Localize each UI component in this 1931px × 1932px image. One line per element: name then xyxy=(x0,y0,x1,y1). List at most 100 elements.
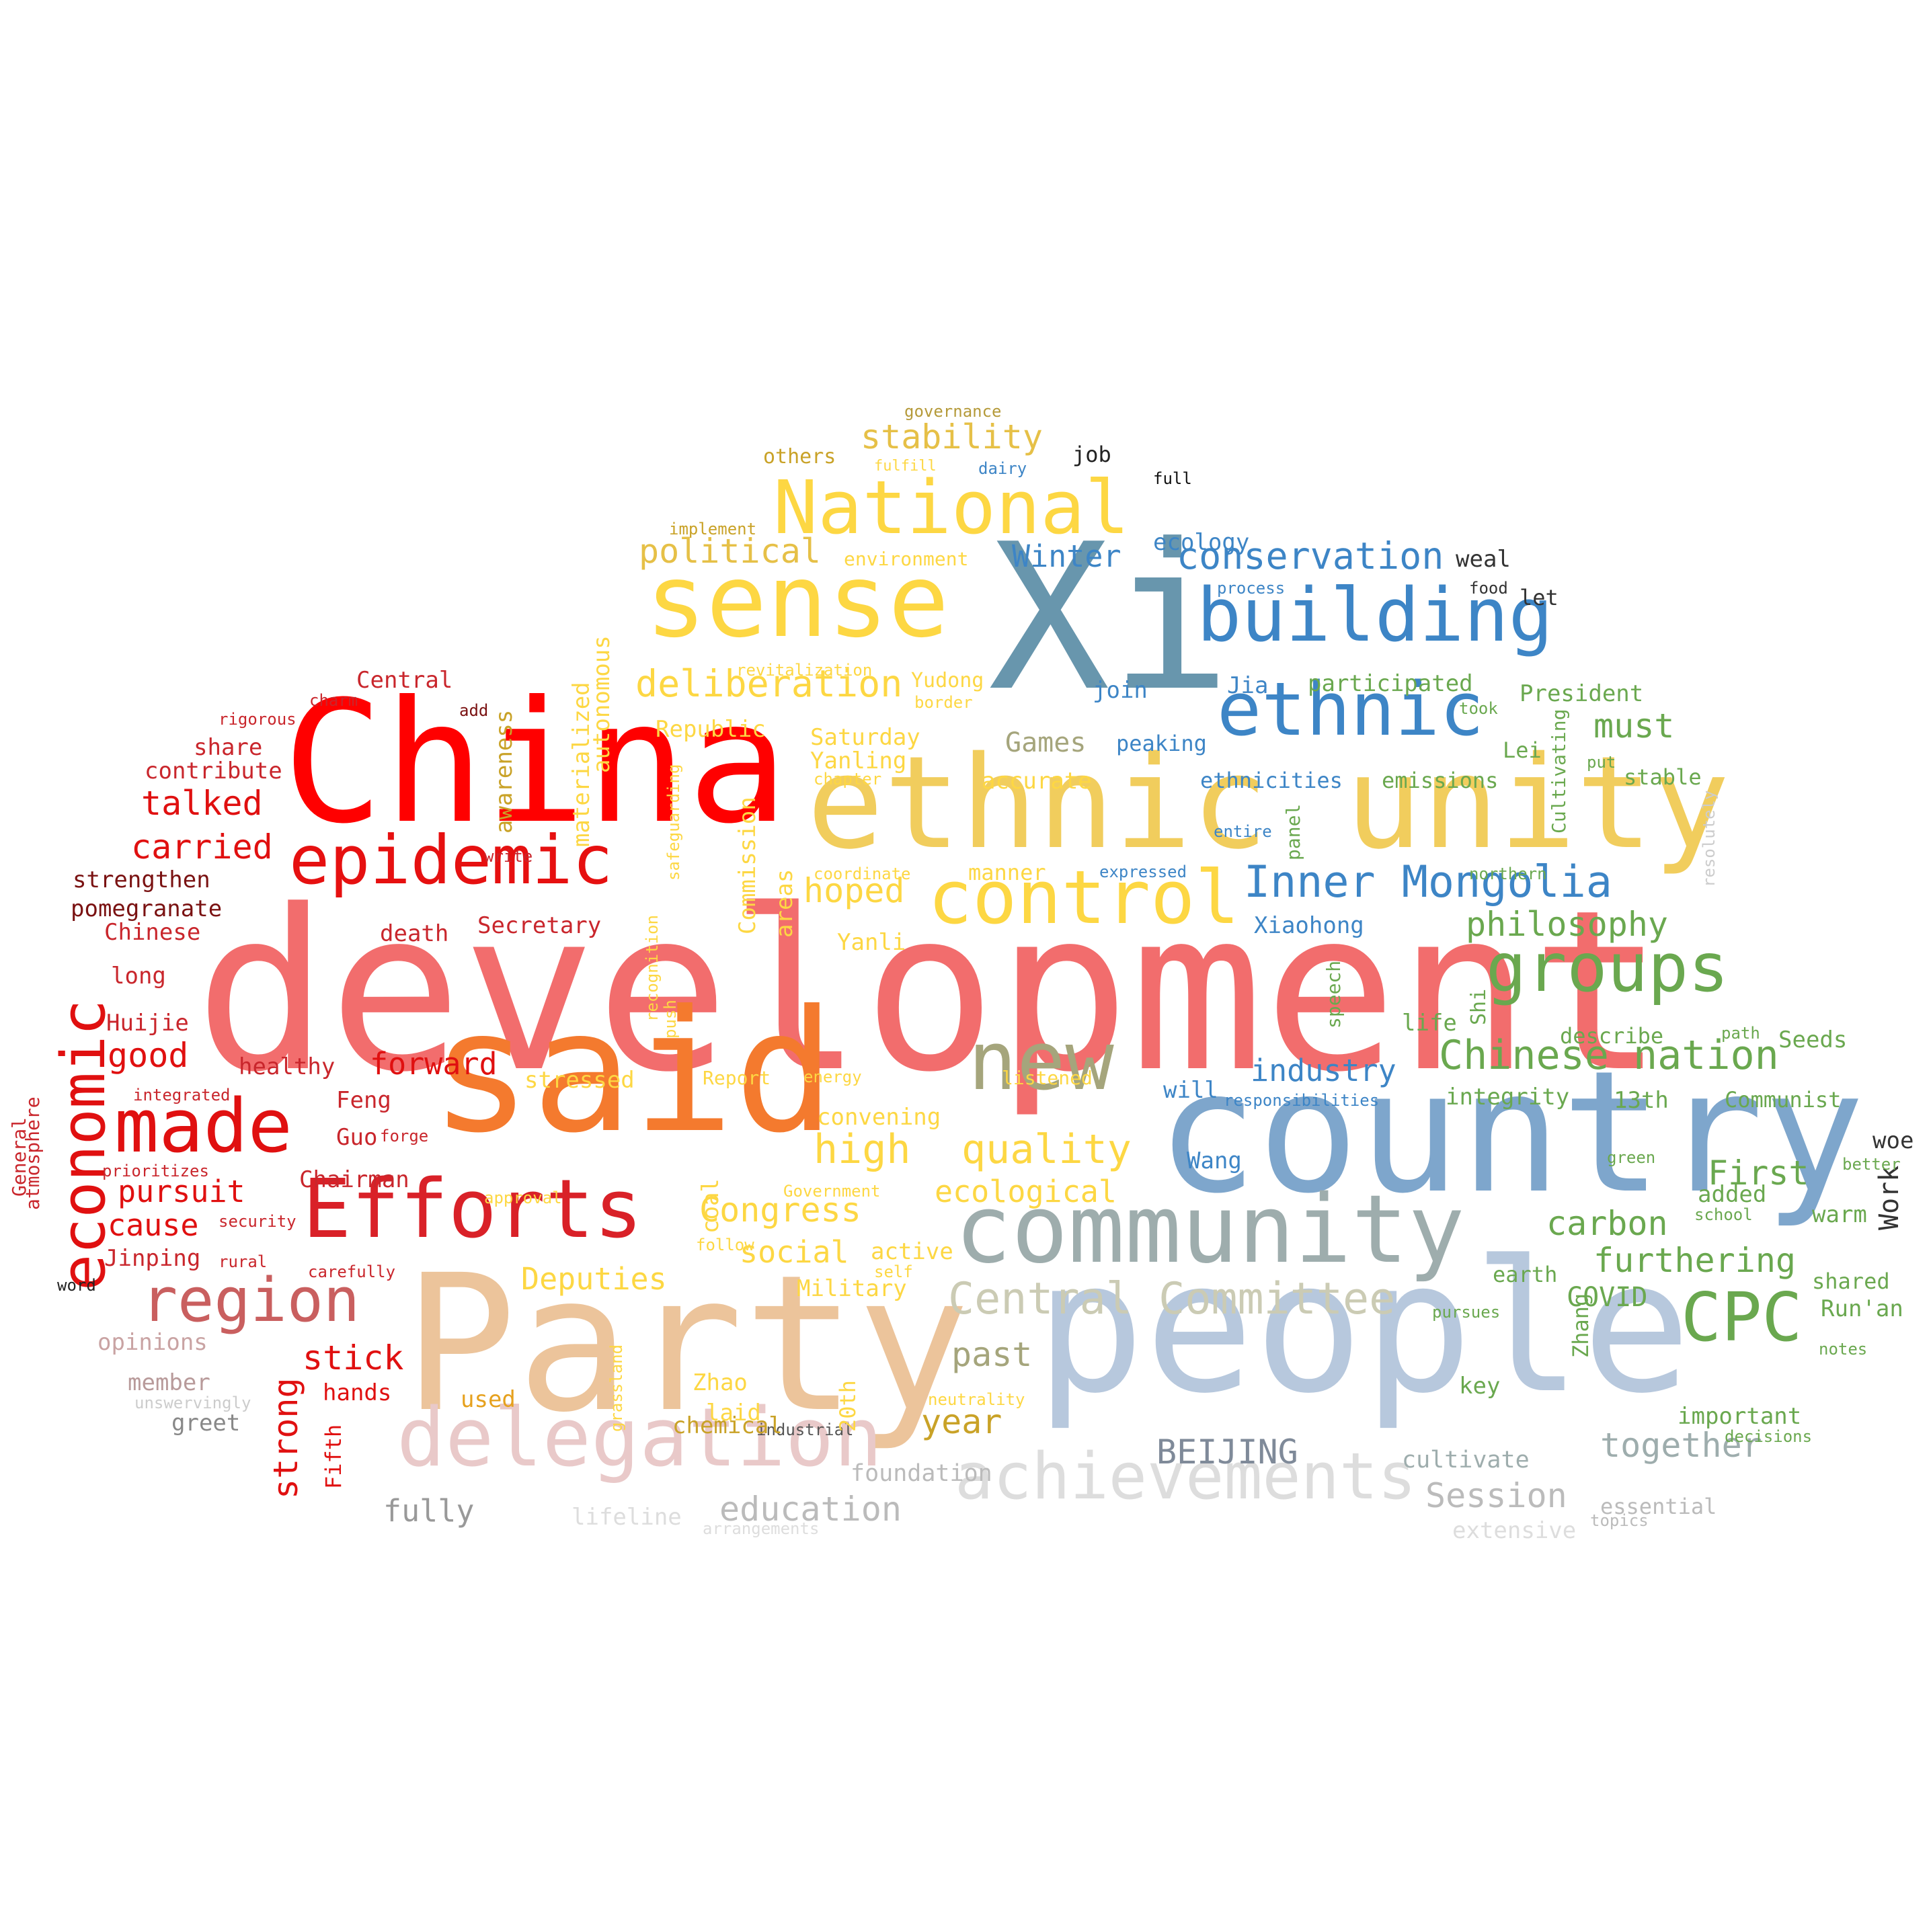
cloud-word: must xyxy=(1593,707,1675,746)
cloud-word: recognition xyxy=(643,915,662,1022)
cloud-word: conservation xyxy=(1177,534,1444,577)
cloud-word: education xyxy=(719,1490,902,1529)
cloud-word: stable xyxy=(1624,764,1702,790)
cloud-word: building xyxy=(1197,572,1553,658)
cloud-word: security xyxy=(219,1212,297,1231)
cloud-word: Central Committee xyxy=(948,1274,1396,1324)
cloud-word: Military xyxy=(797,1275,907,1302)
cloud-word: Yudong xyxy=(911,669,984,692)
cloud-word: Run'an xyxy=(1821,1295,1903,1322)
cloud-word: stick xyxy=(303,1338,404,1377)
cloud-word: stressed xyxy=(524,1067,635,1094)
cloud-word: President xyxy=(1520,680,1644,707)
cloud-word: Feng xyxy=(336,1087,391,1114)
cloud-word: 20th xyxy=(835,1379,861,1432)
cloud-word: Congress xyxy=(699,1191,861,1230)
cloud-word: chapter xyxy=(814,770,882,789)
cloud-word: used xyxy=(461,1386,516,1413)
cloud-word: CPC xyxy=(1681,1278,1803,1357)
cloud-word: ethnic xyxy=(1217,666,1485,752)
cloud-word: greet xyxy=(171,1410,241,1437)
cloud-word: Jinping xyxy=(104,1245,201,1272)
cloud-word: cause xyxy=(108,1207,199,1243)
cloud-word: add xyxy=(459,701,489,720)
cloud-word: past xyxy=(951,1335,1033,1374)
cloud-word: took xyxy=(1459,699,1498,718)
cloud-word: word xyxy=(57,1276,96,1295)
cloud-word: grassland xyxy=(607,1344,626,1432)
cloud-word: delegation xyxy=(397,1392,883,1485)
cloud-word: Xi xyxy=(988,501,1232,735)
cloud-word: full xyxy=(1153,469,1192,488)
cloud-word: Report xyxy=(703,1067,771,1089)
cloud-word: convening xyxy=(817,1104,941,1131)
cloud-word: Huijie xyxy=(106,1010,189,1037)
cloud-word: notes xyxy=(1819,1340,1868,1359)
cloud-word: achievements xyxy=(955,1440,1417,1514)
cloud-word: Yanli xyxy=(837,929,906,956)
cloud-word: green xyxy=(1607,1148,1656,1167)
cloud-word: Chairman xyxy=(299,1166,409,1193)
cloud-word: Jia xyxy=(1227,672,1269,699)
cloud-word: Seeds xyxy=(1778,1027,1848,1053)
cloud-word: Wang xyxy=(1187,1148,1242,1174)
cloud-word: Games xyxy=(1005,727,1087,758)
cloud-word: materialized xyxy=(568,682,595,847)
cloud-word: Zhang xyxy=(1568,1293,1593,1358)
cloud-word: hands xyxy=(323,1379,392,1406)
cloud-word: earth xyxy=(1493,1262,1558,1287)
cloud-word: Deputies xyxy=(521,1261,667,1297)
cloud-word: integrated xyxy=(133,1086,231,1104)
cloud-word: responsibilities xyxy=(1224,1091,1380,1110)
cloud-word: fully xyxy=(383,1493,475,1529)
cloud-word: entire xyxy=(1214,822,1272,841)
cloud-word: Party xyxy=(403,1235,970,1454)
cloud-word: made xyxy=(114,1083,292,1169)
cloud-word: speech xyxy=(1323,960,1345,1029)
cloud-word: life xyxy=(1402,1010,1457,1037)
cloud-word: warm xyxy=(1812,1201,1867,1228)
cloud-word: Lei xyxy=(1503,737,1542,763)
cloud-word: rigorous xyxy=(219,710,297,729)
cloud-word: carried xyxy=(131,828,273,867)
cloud-word: forge xyxy=(380,1127,429,1145)
cloud-word: accurate xyxy=(982,768,1092,795)
cloud-word: quality xyxy=(961,1126,1132,1173)
cloud-word: new xyxy=(968,1015,1114,1109)
cloud-word: opinions xyxy=(97,1329,208,1356)
cloud-word: industry xyxy=(1251,1053,1396,1088)
cloud-word: follow xyxy=(696,1236,754,1254)
cloud-word: revitalization xyxy=(736,661,873,680)
cloud-word: region xyxy=(141,1265,360,1336)
cloud-word: healthy xyxy=(239,1053,336,1080)
cloud-word: Cultivating xyxy=(1548,709,1570,834)
cloud-word: good xyxy=(108,1036,189,1075)
cloud-word: Republic xyxy=(656,716,766,743)
cloud-word: join xyxy=(1093,677,1148,704)
cloud-word: development xyxy=(195,862,1665,1121)
cloud-word: contribute xyxy=(145,758,282,784)
cloud-word: ecological xyxy=(935,1174,1117,1209)
cloud-word: country xyxy=(1156,1035,1865,1230)
cloud-word: stability xyxy=(861,417,1043,456)
cloud-word: areas xyxy=(771,869,798,938)
cloud-word: key xyxy=(1459,1373,1501,1400)
cloud-word: extensive xyxy=(1452,1517,1577,1544)
cloud-word: write xyxy=(484,847,533,866)
cloud-word: Central xyxy=(356,667,453,694)
cloud-word: others xyxy=(763,445,836,469)
cloud-word: decisions xyxy=(1725,1427,1813,1446)
cloud-word: coordinate xyxy=(814,864,911,883)
cloud-word: resolutely xyxy=(1700,790,1719,888)
cloud-word: cultivate xyxy=(1402,1447,1530,1474)
cloud-word: woe xyxy=(1873,1127,1914,1154)
cloud-word: social xyxy=(740,1234,849,1270)
cloud-word: Commission xyxy=(734,797,761,934)
cloud-word: BEIJING xyxy=(1156,1433,1298,1472)
cloud-word: long xyxy=(111,963,166,990)
cloud-word: fulfill xyxy=(874,458,937,475)
cloud-word: essential xyxy=(1600,1494,1717,1519)
cloud-word: said xyxy=(430,974,836,1170)
cloud-word: expressed xyxy=(1099,862,1187,881)
cloud-word: process xyxy=(1217,579,1286,598)
